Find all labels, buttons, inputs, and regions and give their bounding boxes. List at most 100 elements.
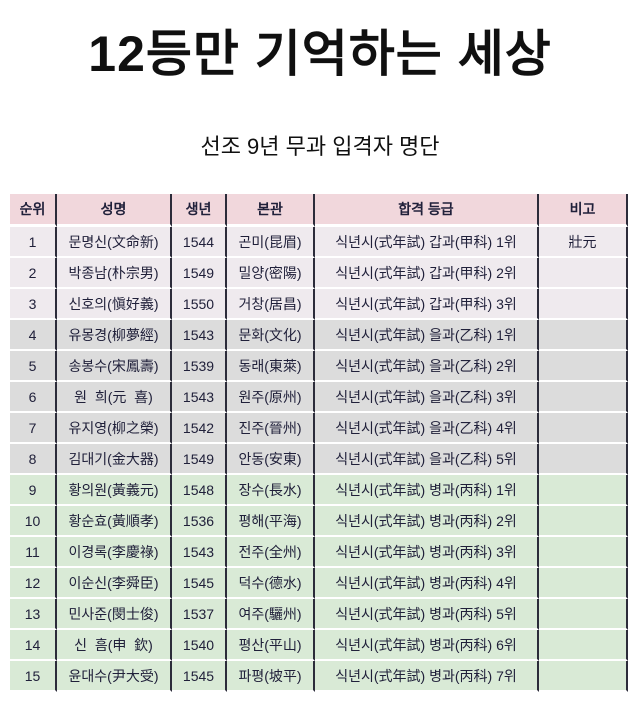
cell-note <box>539 661 628 692</box>
table-row: 3 신호의(愼好義) 1550 거창(居昌) 식년시(式年試) 갑과(甲科) 3위 <box>10 289 628 320</box>
header-row: 순위 성명 생년 본관 합격 등급 비고 <box>10 194 628 227</box>
cell-grade: 식년시(式年試) 병과(丙科) 7위 <box>315 661 539 692</box>
cell-birth: 1537 <box>172 599 227 630</box>
cell-grade: 식년시(式年試) 병과(丙科) 3위 <box>315 537 539 568</box>
cell-note <box>539 537 628 568</box>
cell-origin: 덕수(德水) <box>227 568 315 599</box>
cell-grade: 식년시(式年試) 병과(丙科) 1위 <box>315 475 539 506</box>
cell-note <box>539 444 628 475</box>
cell-origin: 거창(居昌) <box>227 289 315 320</box>
cell-rank: 1 <box>10 227 57 258</box>
cell-rank: 10 <box>10 506 57 537</box>
cell-origin: 여주(驪州) <box>227 599 315 630</box>
cell-note <box>539 320 628 351</box>
table-row: 8 김대기(金大器) 1549 안동(安東) 식년시(式年試) 을과(乙科) 5위 <box>10 444 628 475</box>
table-row: 14 신 흠(申 欽) 1540 평산(平山) 식년시(式年試) 병과(丙科) 6위 <box>10 630 628 661</box>
cell-origin: 전주(全州) <box>227 537 315 568</box>
cell-birth: 1550 <box>172 289 227 320</box>
cell-note <box>539 258 628 289</box>
cell-rank: 14 <box>10 630 57 661</box>
table-row: 2 박종남(朴宗男) 1549 밀양(密陽) 식년시(式年試) 갑과(甲科) 2위 <box>10 258 628 289</box>
cell-birth: 1543 <box>172 320 227 351</box>
cell-note <box>539 475 628 506</box>
cell-rank: 15 <box>10 661 57 692</box>
cell-note <box>539 289 628 320</box>
table-row: 13 민사준(閔士俊) 1537 여주(驪州) 식년시(式年試) 병과(丙科) 5위 <box>10 599 628 630</box>
cell-rank: 7 <box>10 413 57 444</box>
cell-grade: 식년시(式年試) 갑과(甲科) 3위 <box>315 289 539 320</box>
column-header-birth: 생년 <box>172 194 227 227</box>
cell-rank: 13 <box>10 599 57 630</box>
cell-origin: 문화(文化) <box>227 320 315 351</box>
cell-birth: 1540 <box>172 630 227 661</box>
cell-rank: 12 <box>10 568 57 599</box>
cell-name: 원 희(元 喜) <box>57 382 172 413</box>
cell-origin: 안동(安東) <box>227 444 315 475</box>
table-body: 1 문명신(文命新) 1544 곤미(昆眉) 식년시(式年試) 갑과(甲科) 1위 壯元 2… <box>10 227 628 692</box>
table-row: 10 황순효(黃順孝) 1536 평해(平海) 식년시(式年試) 병과(丙科) 2위 <box>10 506 628 537</box>
cell-grade: 식년시(式年試) 을과(乙科) 2위 <box>315 351 539 382</box>
cell-rank: 9 <box>10 475 57 506</box>
cell-origin: 동래(東萊) <box>227 351 315 382</box>
cell-grade: 식년시(式年試) 병과(丙科) 4위 <box>315 568 539 599</box>
cell-grade: 식년시(式年試) 을과(乙科) 5위 <box>315 444 539 475</box>
cell-birth: 1545 <box>172 661 227 692</box>
cell-name: 유몽경(柳夢經) <box>57 320 172 351</box>
cell-rank: 8 <box>10 444 57 475</box>
page-title: 12등만 기억하는 세상 <box>88 26 552 82</box>
cell-name: 민사준(閔士俊) <box>57 599 172 630</box>
cell-name: 문명신(文命新) <box>57 227 172 258</box>
table-row: 4 유몽경(柳夢經) 1543 문화(文化) 식년시(式年試) 을과(乙科) 1위 <box>10 320 628 351</box>
cell-grade: 식년시(式年試) 을과(乙科) 4위 <box>315 413 539 444</box>
cell-name: 이순신(李舜臣) <box>57 568 172 599</box>
cell-birth: 1549 <box>172 444 227 475</box>
cell-birth: 1543 <box>172 382 227 413</box>
cell-rank: 2 <box>10 258 57 289</box>
cell-note <box>539 568 628 599</box>
cell-birth: 1545 <box>172 568 227 599</box>
cell-birth: 1549 <box>172 258 227 289</box>
cell-name: 신 흠(申 欽) <box>57 630 172 661</box>
cell-rank: 3 <box>10 289 57 320</box>
cell-birth: 1543 <box>172 537 227 568</box>
cell-name: 김대기(金大器) <box>57 444 172 475</box>
cell-name: 유지영(柳之榮) <box>57 413 172 444</box>
cell-grade: 식년시(式年試) 을과(乙科) 3위 <box>315 382 539 413</box>
cell-origin: 진주(晉州) <box>227 413 315 444</box>
table-row: 9 황의원(黃義元) 1548 장수(長水) 식년시(式年試) 병과(丙科) 1위 <box>10 475 628 506</box>
cell-note <box>539 506 628 537</box>
column-header-note: 비고 <box>539 194 628 227</box>
cell-birth: 1536 <box>172 506 227 537</box>
table-row: 12 이순신(李舜臣) 1545 덕수(德水) 식년시(式年試) 병과(丙科) 4위 <box>10 568 628 599</box>
cell-note <box>539 413 628 444</box>
cell-name: 윤대수(尹大受) <box>57 661 172 692</box>
cell-grade: 식년시(式年試) 병과(丙科) 6위 <box>315 630 539 661</box>
table-row: 5 송봉수(宋鳳壽) 1539 동래(東萊) 식년시(式年試) 을과(乙科) 2위 <box>10 351 628 382</box>
cell-grade: 식년시(式年試) 을과(乙科) 1위 <box>315 320 539 351</box>
page-subtitle: 선조 9년 무과 입격자 명단 <box>200 134 440 159</box>
cell-note <box>539 599 628 630</box>
cell-grade: 식년시(式年試) 병과(丙科) 2위 <box>315 506 539 537</box>
cell-birth: 1548 <box>172 475 227 506</box>
cell-note <box>539 382 628 413</box>
cell-rank: 4 <box>10 320 57 351</box>
cell-origin: 평산(平山) <box>227 630 315 661</box>
cell-origin: 평해(平海) <box>227 506 315 537</box>
cell-name: 황순효(黃順孝) <box>57 506 172 537</box>
cell-note: 壯元 <box>539 227 628 258</box>
cell-name: 이경록(李慶祿) <box>57 537 172 568</box>
table-row: 15 윤대수(尹大受) 1545 파평(坡平) 식년시(式年試) 병과(丙科) 7위 <box>10 661 628 692</box>
cell-origin: 파평(坡平) <box>227 661 315 692</box>
cell-origin: 원주(原州) <box>227 382 315 413</box>
cell-origin: 밀양(密陽) <box>227 258 315 289</box>
cell-rank: 6 <box>10 382 57 413</box>
roster-table: 순위 성명 생년 본관 합격 등급 비고 1 문명신(文命新) 1544 곤미(昆眉) 식년시(式… <box>10 194 628 692</box>
cell-rank: 11 <box>10 537 57 568</box>
column-header-rank: 순위 <box>10 194 57 227</box>
table-row: 7 유지영(柳之榮) 1542 진주(晉州) 식년시(式年試) 을과(乙科) 4위 <box>10 413 628 444</box>
cell-name: 박종남(朴宗男) <box>57 258 172 289</box>
column-header-grade: 합격 등급 <box>315 194 539 227</box>
table-header: 순위 성명 생년 본관 합격 등급 비고 <box>10 194 628 227</box>
